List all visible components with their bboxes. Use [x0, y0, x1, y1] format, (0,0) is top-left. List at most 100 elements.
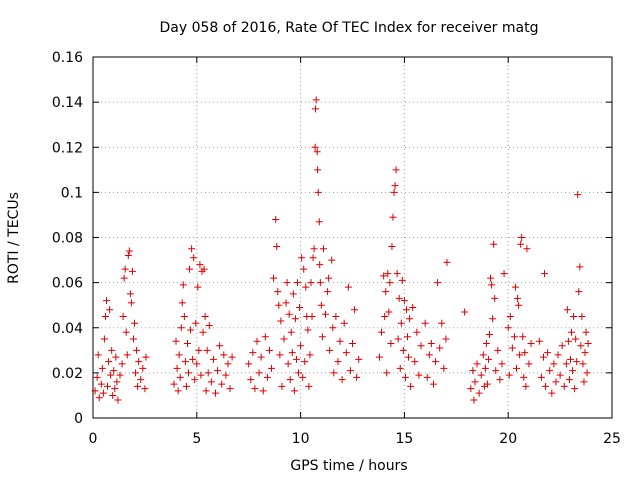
data-point — [283, 279, 291, 287]
data-point — [205, 321, 213, 329]
data-point — [340, 319, 348, 327]
data-point — [574, 191, 582, 199]
data-point — [176, 373, 184, 381]
y-tick-label: 0.06 — [52, 276, 83, 292]
data-point — [387, 340, 395, 348]
data-point — [469, 367, 477, 375]
data-point — [513, 364, 521, 372]
data-point — [319, 245, 327, 253]
y-tick-label: 0.04 — [52, 321, 83, 337]
data-point — [479, 351, 487, 359]
data-point — [395, 294, 403, 302]
data-point — [288, 349, 296, 357]
data-point — [114, 396, 122, 404]
data-point — [132, 369, 140, 377]
data-point — [222, 371, 230, 379]
y-tick-label: 0.02 — [52, 366, 83, 382]
data-point — [324, 288, 332, 296]
x-tick-label: 25 — [603, 431, 621, 447]
x-tick-label: 20 — [499, 431, 517, 447]
data-point — [351, 306, 359, 314]
data-point — [180, 312, 188, 320]
data-point — [285, 310, 293, 318]
data-point — [392, 166, 400, 174]
data-point — [580, 378, 588, 386]
data-point — [275, 301, 283, 309]
data-point — [384, 270, 392, 278]
data-point — [315, 218, 323, 226]
data-point — [329, 324, 337, 332]
data-point — [554, 351, 562, 359]
data-point — [537, 373, 545, 381]
data-point — [97, 380, 105, 388]
data-point — [111, 385, 119, 393]
data-point — [396, 364, 404, 372]
data-point — [508, 344, 516, 352]
data-point — [192, 319, 200, 327]
data-point — [245, 360, 253, 368]
data-point — [542, 382, 550, 390]
data-point — [93, 373, 101, 381]
data-point — [265, 346, 273, 354]
data-point — [539, 353, 547, 361]
data-point — [94, 351, 102, 359]
data-point — [330, 369, 338, 377]
data-point — [486, 331, 494, 339]
data-point — [566, 355, 574, 363]
data-point — [470, 396, 478, 404]
data-point — [388, 243, 396, 251]
data-point — [296, 303, 304, 311]
data-point — [187, 326, 195, 334]
data-point — [404, 333, 412, 341]
data-point — [488, 281, 496, 289]
data-point — [338, 376, 346, 384]
data-point — [423, 373, 431, 381]
data-point — [124, 252, 132, 260]
data-point — [541, 270, 549, 278]
data-point — [108, 346, 116, 354]
axis-ticks — [92, 56, 613, 419]
data-point — [282, 299, 290, 307]
data-point — [188, 245, 196, 253]
data-point — [116, 371, 124, 379]
data-point — [378, 328, 386, 336]
data-point — [139, 364, 147, 372]
data-point — [342, 349, 350, 357]
data-points — [91, 96, 592, 404]
data-point — [398, 276, 406, 284]
data-point — [220, 351, 228, 359]
data-point — [427, 340, 435, 348]
data-point — [332, 312, 340, 320]
data-point — [584, 340, 592, 348]
data-point — [492, 367, 500, 375]
data-point — [535, 337, 543, 345]
data-point — [182, 382, 190, 390]
data-point — [432, 358, 440, 366]
data-point — [477, 371, 485, 379]
data-point — [483, 380, 491, 388]
data-point — [301, 358, 309, 366]
y-tick-label: 0.14 — [52, 95, 83, 111]
data-point — [186, 265, 194, 273]
data-point — [322, 310, 330, 318]
data-point — [228, 353, 236, 361]
data-point — [128, 267, 136, 275]
data-point — [581, 349, 589, 357]
x-tick-label: 10 — [292, 431, 310, 447]
data-point — [346, 367, 354, 375]
data-point — [576, 263, 584, 271]
data-point — [184, 369, 192, 377]
data-point — [380, 272, 388, 280]
data-point — [173, 364, 181, 372]
data-point — [209, 355, 217, 363]
data-point — [550, 360, 558, 368]
data-point — [438, 319, 446, 327]
data-point — [174, 387, 182, 395]
data-point — [102, 297, 110, 305]
data-point — [568, 328, 576, 336]
data-point — [504, 324, 512, 332]
data-point — [280, 335, 288, 343]
data-point — [400, 297, 408, 305]
data-point — [413, 328, 421, 336]
